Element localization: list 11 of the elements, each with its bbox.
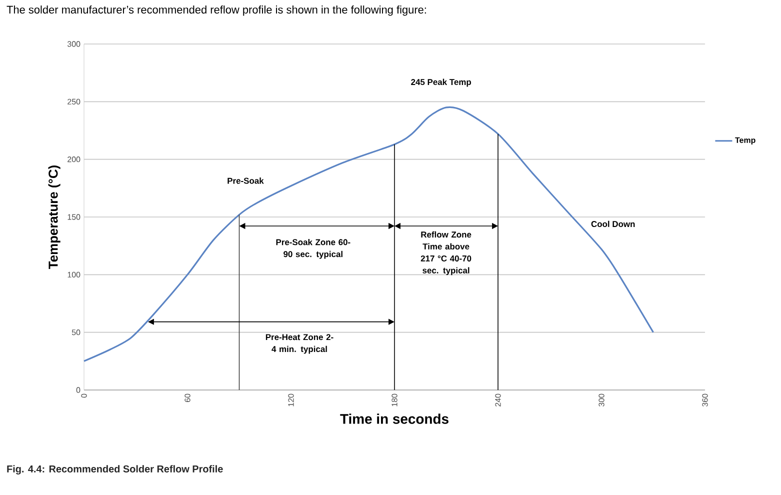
x-axis-title: Time in seconds xyxy=(340,414,448,424)
caption: Fig. 4.4: Recommended Solder Reflow Profile xyxy=(7,465,223,474)
annotation: 245 Peak Temp xyxy=(411,78,472,87)
annotation: Pre-Heat Zone 2-4 min. typical xyxy=(266,334,334,354)
annotation: Reflow Zone Time above 217 °C 40-70 sec. typical xyxy=(420,231,472,276)
y-axis-title: Temperature (°C) xyxy=(48,166,60,269)
annotation: Pre-Soak Zone 60-90 sec. typical xyxy=(276,238,350,259)
annotation: Pre-Soak xyxy=(228,178,264,184)
annotation: Cool Down xyxy=(591,220,635,228)
chart-title: The solder manufacturer’s recommended reflow profile is shown in the following figure: xyxy=(6,6,426,16)
line-series xyxy=(83,106,654,362)
